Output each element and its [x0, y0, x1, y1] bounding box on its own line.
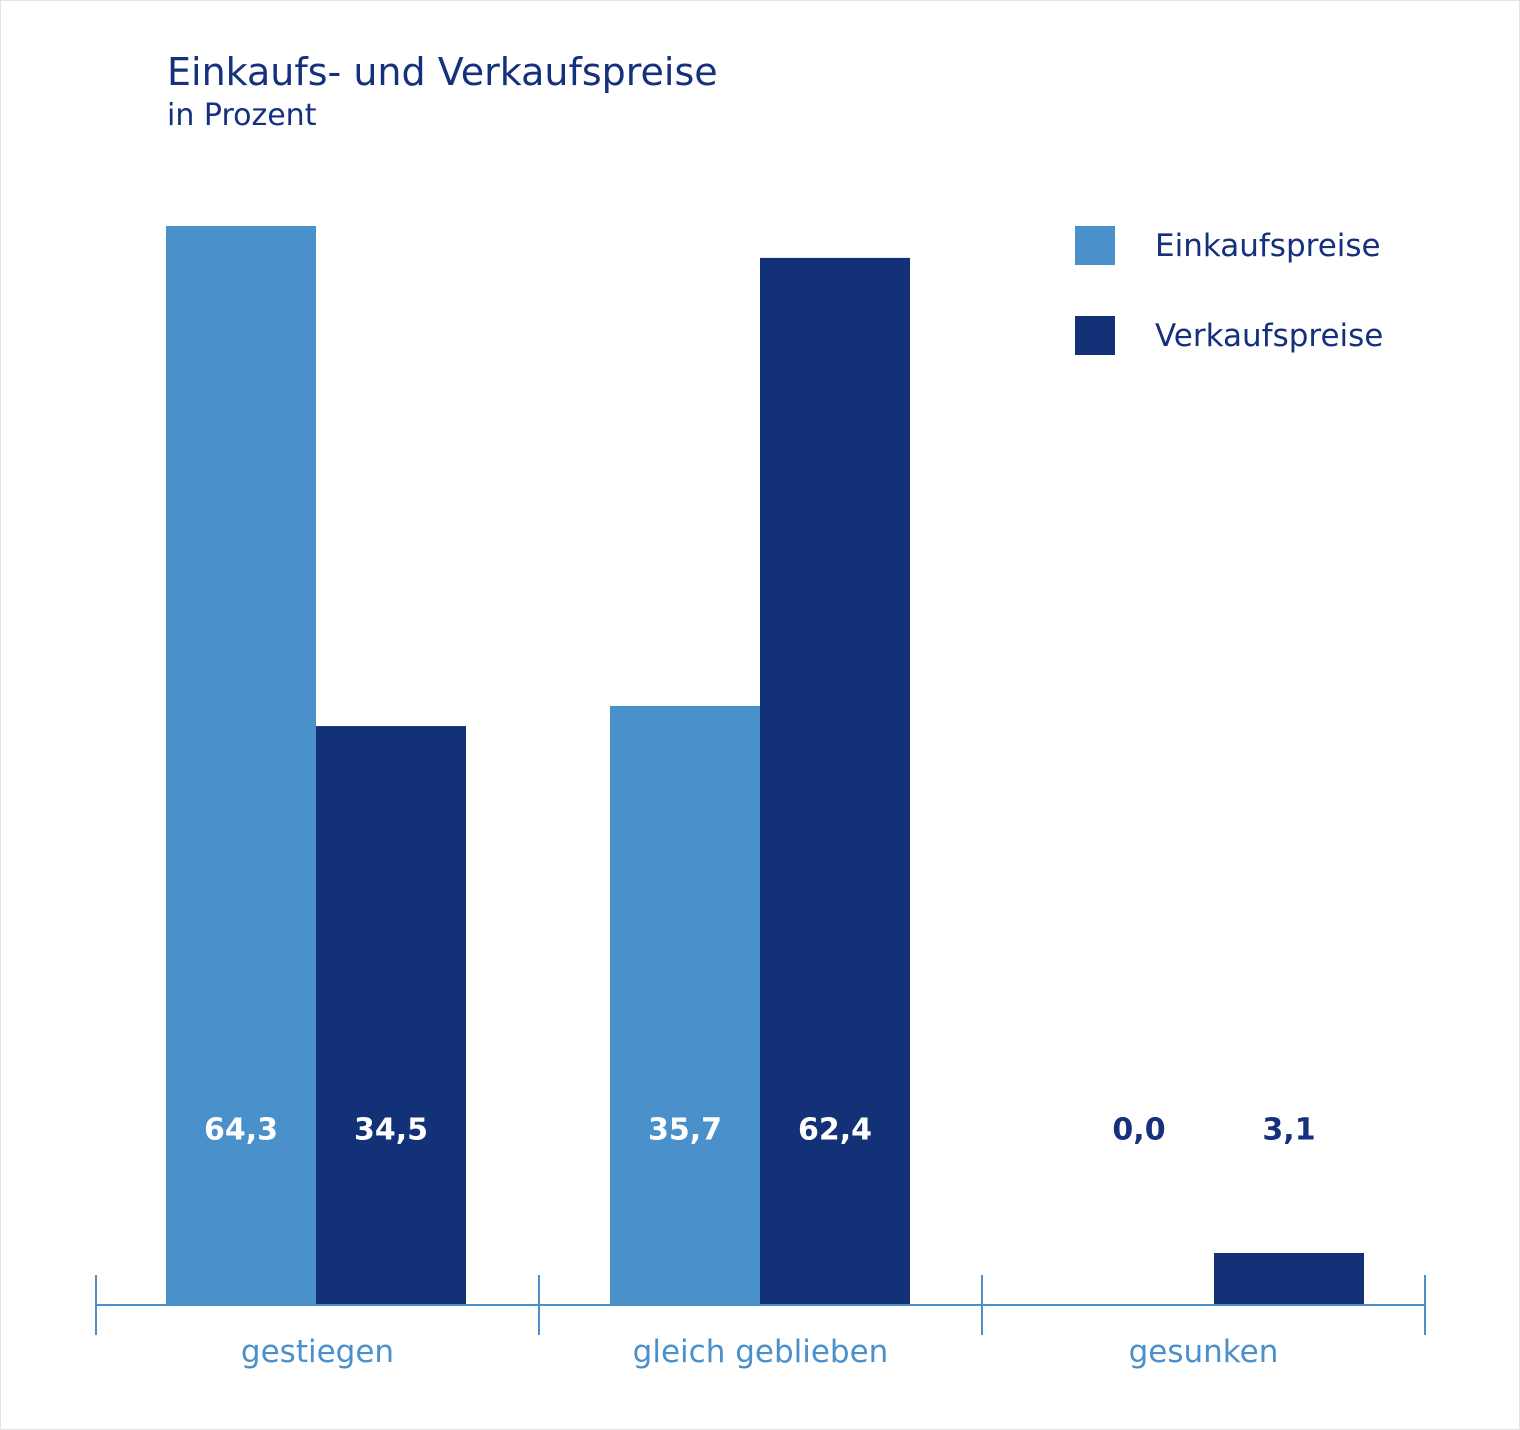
- legend-label-einkaufspreise: Einkaufspreise: [1155, 228, 1381, 264]
- bar-verkaufspreise-gleich-geblieben: [760, 257, 910, 1306]
- chart-subtitle: in Prozent: [167, 98, 317, 133]
- legend-label-verkaufspreise: Verkaufspreise: [1155, 318, 1383, 354]
- category-labels-group: gestiegen gleich geblieben gesunken: [241, 1334, 1278, 1370]
- legend-swatch-verkaufspreise: [1075, 316, 1115, 355]
- bars-group: [166, 226, 1364, 1306]
- value-labels-group: 64,3 34,5 35,7 62,4 0,0 3,1: [204, 1113, 1316, 1148]
- value-label-verkaufspreise-gesunken: 3,1: [1262, 1113, 1315, 1148]
- chart-title: Einkaufs- und Verkaufspreise: [167, 50, 718, 94]
- category-label-gesunken: gesunken: [1129, 1334, 1279, 1370]
- legend: Einkaufspreise Verkaufspreise: [1075, 226, 1383, 355]
- bar-verkaufspreise-gestiegen: [316, 726, 466, 1305]
- bar-einkaufspreise-gestiegen: [166, 226, 316, 1305]
- bar-verkaufspreise-gesunken: [1214, 1252, 1364, 1305]
- category-label-gleich-geblieben: gleich geblieben: [633, 1334, 889, 1370]
- value-label-einkaufspreise-gesunken: 0,0: [1112, 1113, 1165, 1148]
- value-label-verkaufspreise-gleich-geblieben: 62,4: [798, 1113, 872, 1148]
- bar-einkaufspreise-gleich-geblieben: [610, 705, 760, 1305]
- legend-swatch-einkaufspreise: [1075, 226, 1115, 265]
- category-label-gestiegen: gestiegen: [241, 1334, 394, 1370]
- value-label-einkaufspreise-gleich-geblieben: 35,7: [648, 1113, 722, 1148]
- value-label-einkaufspreise-gestiegen: 64,3: [204, 1113, 278, 1148]
- value-label-verkaufspreise-gestiegen: 34,5: [354, 1113, 428, 1148]
- x-axis: [95, 1275, 1426, 1335]
